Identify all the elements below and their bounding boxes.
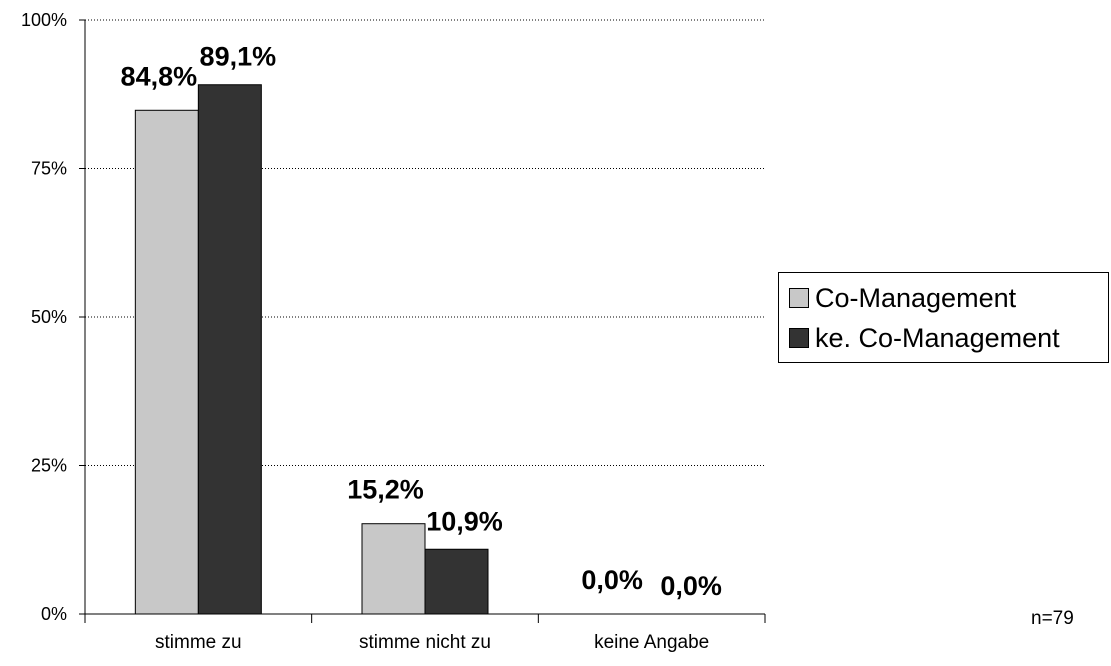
- legend-swatch-co-management: [789, 288, 809, 308]
- data-label: 15,2%: [347, 475, 424, 505]
- data-label: 10,9%: [426, 506, 503, 536]
- legend: Co-Management ke. Co-Management: [778, 272, 1109, 363]
- bar: [424, 548, 489, 615]
- y-tick-label: 75%: [31, 159, 67, 179]
- gridlines: [85, 19, 765, 466]
- y-tick-label: 50%: [31, 307, 67, 327]
- x-tick-label: stimme zu: [155, 632, 242, 653]
- legend-label-co-management: Co-Management: [815, 282, 1017, 313]
- bar: [134, 109, 199, 615]
- bars: [134, 84, 489, 615]
- x-tick-label: keine Angabe: [594, 632, 709, 653]
- y-axis-ticks: 0% 25% 50% 75% 100%: [21, 10, 85, 624]
- legend-item-ke-co-management: ke. Co-Management: [789, 322, 1060, 354]
- bar: [361, 523, 426, 615]
- data-labels: 84,8%89,1% 15,2%10,9% 0,0% 0,0%: [121, 42, 722, 601]
- x-tick-label: stimme nicht zu: [359, 632, 491, 653]
- legend-label-ke-co-management: ke. Co-Management: [815, 322, 1060, 353]
- y-tick-label: 0%: [41, 604, 67, 624]
- legend-swatch-ke-co-management: [789, 328, 809, 348]
- y-tick-label: 100%: [21, 10, 67, 30]
- data-label: 84,8%: [121, 61, 198, 91]
- data-label: 0,0%: [581, 565, 643, 595]
- sample-size-note: n=79: [1031, 608, 1074, 629]
- data-label: 89,1%: [200, 42, 277, 72]
- legend-item-co-management: Co-Management: [789, 282, 1016, 314]
- bar: [197, 84, 262, 615]
- y-tick-label: 25%: [31, 456, 67, 476]
- x-axis-ticks: stimme zu stimme nicht zu keine Angabe: [84, 614, 766, 653]
- data-label: 0,0%: [660, 571, 722, 601]
